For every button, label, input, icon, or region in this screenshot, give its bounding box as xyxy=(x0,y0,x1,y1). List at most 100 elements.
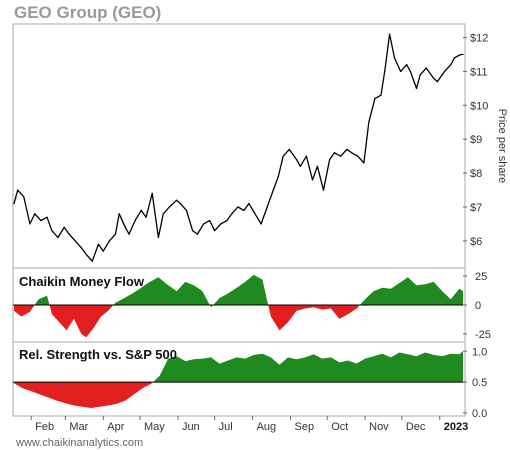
price-point xyxy=(254,213,256,215)
price-point xyxy=(406,64,408,66)
x-tick-label: Apr xyxy=(107,421,124,433)
price-point xyxy=(296,159,298,161)
price-point xyxy=(214,230,216,232)
price-point xyxy=(74,240,76,242)
price-point xyxy=(63,226,65,228)
price-point xyxy=(415,87,418,89)
price-ytick-label: $12 xyxy=(470,33,488,45)
price-point xyxy=(433,77,435,79)
price-point xyxy=(316,165,318,167)
price-point xyxy=(265,209,267,211)
price-ytick-label: $10 xyxy=(470,100,488,112)
x-tick-label: Oct xyxy=(331,421,348,433)
price-point xyxy=(118,213,120,215)
cmf-chart: 25 0 -25 xyxy=(13,271,491,341)
price-ytick-label: $11 xyxy=(470,66,488,78)
price-point xyxy=(311,179,314,181)
price-point xyxy=(108,240,110,242)
x-tick-label: Jul xyxy=(219,421,233,433)
rs-chart: 1.0 0.5 0.0 xyxy=(13,346,487,420)
price-point xyxy=(351,152,353,154)
price-point xyxy=(140,209,142,211)
price-point xyxy=(444,70,446,72)
price-point xyxy=(91,260,93,262)
rs-positive-area xyxy=(153,351,463,383)
price-point xyxy=(248,203,250,205)
price-ytick-label: $7 xyxy=(470,202,482,214)
price-point xyxy=(333,152,336,154)
price-point xyxy=(260,223,262,225)
x-tick-label: Nov xyxy=(369,421,389,433)
price-point xyxy=(128,233,130,235)
price-point xyxy=(400,70,402,72)
price-point xyxy=(134,220,136,222)
price-point xyxy=(23,196,25,198)
price-point xyxy=(450,64,452,66)
price-point xyxy=(220,223,222,225)
price-point xyxy=(226,220,228,222)
price-point xyxy=(114,233,117,235)
cmf-ytick-label: -25 xyxy=(475,329,491,341)
price-point xyxy=(57,236,59,239)
price-point xyxy=(203,223,205,225)
price-point xyxy=(462,53,464,56)
cmf-negative-area xyxy=(14,305,360,338)
rs-negative-area xyxy=(14,382,153,408)
footer-website: www.chaikinanalytics.com xyxy=(15,437,143,449)
cmf-ytick-label: 25 xyxy=(475,271,487,283)
price-point xyxy=(384,70,386,72)
price-point xyxy=(299,165,301,167)
price-point xyxy=(363,162,365,164)
price-point xyxy=(168,206,170,208)
price-point xyxy=(231,213,233,215)
price-point xyxy=(389,33,391,35)
price-point xyxy=(192,230,194,232)
price-chart: $6 $7 $8 $9 $10 $11 $12 xyxy=(13,33,488,262)
price-point xyxy=(288,148,290,150)
x-tick-label: May xyxy=(144,421,165,433)
x-tick-label: Feb xyxy=(35,421,54,433)
x-tick-label: Aug xyxy=(257,421,277,433)
cmf-ytick-label: 0 xyxy=(475,300,481,312)
price-point xyxy=(460,53,462,56)
price-point xyxy=(13,203,15,205)
x-tick-label: 2023 xyxy=(444,421,468,433)
x-tick-label: Sep xyxy=(294,421,314,433)
price-point xyxy=(185,209,188,211)
x-tick-label: Dec xyxy=(406,421,426,433)
price-point xyxy=(176,199,178,201)
price-point xyxy=(85,253,87,255)
price-point xyxy=(436,81,438,83)
cmf-panel-title: Chaikin Money Flow xyxy=(19,274,145,289)
price-ytick-label: $6 xyxy=(470,236,482,248)
price-point xyxy=(340,155,342,157)
rs-ytick-label: 1.0 xyxy=(472,346,487,358)
price-point xyxy=(357,155,359,157)
price-panel-frame xyxy=(12,23,466,269)
rs-ytick-label: 0.0 xyxy=(472,408,487,420)
price-point xyxy=(80,247,82,249)
rs-ytick-label: 0.5 xyxy=(472,377,487,389)
price-point xyxy=(374,98,376,100)
price-point xyxy=(40,220,42,222)
price-point xyxy=(29,223,31,225)
price-point xyxy=(277,175,279,178)
price-point xyxy=(145,216,147,218)
price-axis-label: Price per share xyxy=(496,109,508,184)
price-point xyxy=(209,220,211,222)
price-point xyxy=(34,213,36,215)
price-point xyxy=(17,189,19,191)
x-tick-label: Jun xyxy=(182,421,200,433)
price-point xyxy=(271,192,273,194)
price-point xyxy=(237,206,239,208)
rs-panel-title: Rel. Strength vs. S&P 500 xyxy=(19,347,177,362)
price-point xyxy=(97,243,99,245)
price-point xyxy=(409,70,411,72)
price-point xyxy=(393,57,396,59)
price-point xyxy=(380,94,382,96)
price-point xyxy=(322,189,325,191)
price-point xyxy=(346,148,348,150)
x-axis: Feb Mar Apr May Jun Jul Aug Sep Oct Nov Dec 2023 xyxy=(30,416,468,433)
price-point xyxy=(46,216,48,218)
